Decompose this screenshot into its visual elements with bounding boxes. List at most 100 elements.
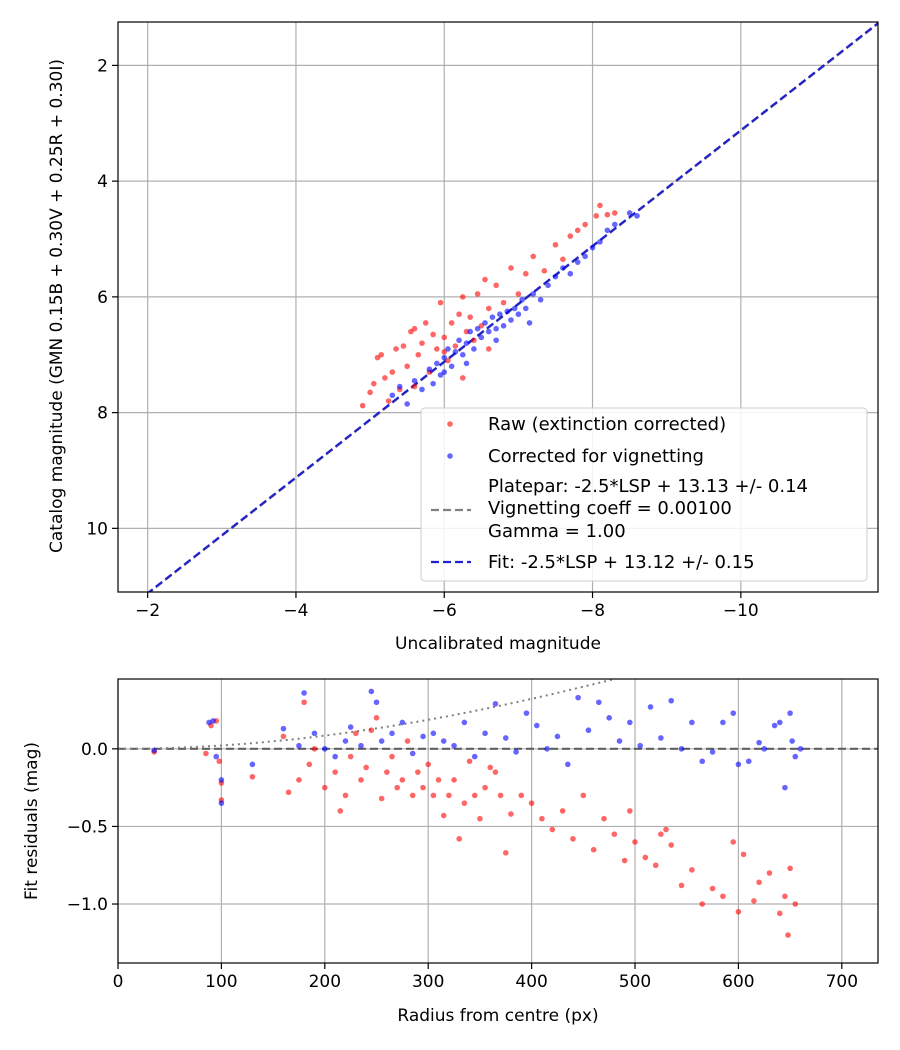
top-point: [434, 346, 440, 352]
bottom-point: [440, 812, 447, 819]
bottom-point: [322, 746, 328, 752]
bottom-point: [430, 792, 437, 799]
bottom-point: [311, 746, 318, 752]
bottom-point: [249, 761, 256, 768]
bottom-point: [420, 733, 426, 740]
bottom-point: [730, 710, 737, 716]
bottom-point: [782, 893, 788, 900]
bottom-point: [709, 749, 716, 755]
bottom-point: [440, 738, 447, 744]
legend-label-raw: Raw (extinction corrected): [488, 414, 726, 435]
bottom-point: [502, 735, 509, 741]
top-point: [482, 276, 488, 283]
bottom-point: [647, 704, 654, 710]
bottom-x-tick-label: 500: [619, 972, 651, 992]
top-point: [371, 380, 377, 387]
bottom-point: [785, 932, 791, 938]
top-point: [530, 291, 537, 297]
top-point: [389, 392, 396, 399]
top-plot-frame: [117, 21, 879, 593]
top-point: [604, 211, 611, 218]
top-point: [560, 265, 566, 271]
bottom-point: [342, 738, 349, 744]
top-point: [434, 360, 440, 367]
bottom-point: [627, 808, 633, 814]
bottom-point: [482, 730, 488, 737]
bottom-point: [322, 784, 328, 791]
top-point: [493, 282, 499, 289]
top-point: [526, 320, 533, 326]
legend-label-platepar: Platepar: -2.5*LSP + 13.13 +/- 0.14: [488, 476, 808, 497]
top-point: [452, 349, 459, 355]
bottom-point: [533, 722, 540, 729]
bottom-point: [384, 769, 390, 775]
bottom-point: [378, 795, 385, 802]
top-point: [422, 320, 429, 326]
top-point: [537, 296, 544, 303]
top-point: [404, 363, 410, 370]
top-point: [459, 294, 466, 300]
bottom-point: [792, 753, 799, 760]
top-point: [467, 328, 473, 335]
bottom-point: [502, 850, 509, 856]
bottom-x-tick-label: 200: [309, 972, 341, 992]
top-point: [411, 383, 418, 390]
bottom-point: [363, 764, 369, 771]
top-point: [515, 291, 522, 297]
top-x-tick-label: −4: [283, 601, 308, 621]
bottom-y-tick-label: −1.0: [67, 895, 108, 915]
bottom-point: [461, 800, 468, 806]
bottom-point: [466, 758, 473, 765]
top-point: [597, 239, 603, 245]
bottom-point: [203, 750, 209, 757]
bottom-point: [554, 733, 561, 740]
top-point: [493, 325, 499, 332]
bottom-point: [151, 747, 157, 754]
top-point: [500, 299, 507, 306]
top-point: [456, 337, 462, 344]
bottom-point: [347, 724, 354, 730]
bottom-point: [296, 777, 302, 783]
top-point: [485, 346, 492, 352]
top-point: [441, 369, 448, 375]
top-chart: −2 −4 −6 −8 −10 2 4 6 8 10 Uncalibrated magnitude…: [47, 21, 879, 654]
bottom-point: [539, 815, 545, 822]
bottom-point: [332, 769, 338, 775]
bottom-point: [216, 758, 223, 765]
bottom-point: [668, 842, 674, 848]
top-point: [582, 221, 588, 228]
bottom-point: [735, 761, 742, 768]
bottom-point: [720, 719, 726, 726]
top-point: [523, 305, 529, 312]
bottom-point: [637, 742, 643, 749]
top-lines: [147, 22, 878, 592]
bottom-point: [378, 738, 385, 744]
bottom-point: [306, 761, 313, 768]
bottom-x-tick-label: 0: [113, 972, 124, 992]
bottom-point: [544, 746, 550, 752]
bottom-point: [766, 870, 773, 876]
bottom-point: [549, 826, 556, 833]
top-point: [430, 331, 436, 338]
bottom-ticks: 0 100 200 300 400 500 600 700 0.0 −0.5 −1.0: [67, 740, 858, 992]
top-point: [478, 334, 485, 341]
bottom-vignetting-curve: [118, 679, 619, 750]
top-point: [541, 268, 548, 274]
bottom-point: [451, 777, 457, 783]
bottom-point: [430, 730, 437, 737]
top-x-tick-label: −2: [135, 601, 160, 621]
top-point: [471, 346, 477, 352]
bottom-point: [301, 690, 307, 696]
legend-frame: [420, 407, 868, 582]
bottom-x-tick-label: 300: [412, 972, 444, 992]
bottom-point: [513, 749, 519, 755]
bottom-point: [756, 739, 762, 746]
bottom-point: [420, 784, 426, 791]
top-point: [634, 213, 640, 219]
bottom-point: [394, 784, 400, 791]
top-point: [508, 317, 514, 323]
top-point: [567, 233, 574, 239]
top-x-tick-label: −10: [723, 601, 759, 621]
top-point: [515, 311, 522, 318]
top-point: [552, 273, 559, 280]
